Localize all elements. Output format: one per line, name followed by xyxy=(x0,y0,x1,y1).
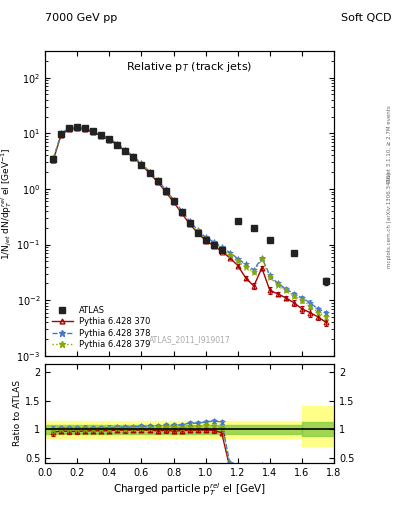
Text: Rivet 3.1.10, ≥ 2.7M events: Rivet 3.1.10, ≥ 2.7M events xyxy=(387,105,392,182)
Text: ATLAS_2011_I919017: ATLAS_2011_I919017 xyxy=(149,335,231,344)
Y-axis label: 1/N$_{jet}$ dN/dp$_T^{rel}$ el [GeV$^{-1}$]: 1/N$_{jet}$ dN/dp$_T^{rel}$ el [GeV$^{-1… xyxy=(0,147,14,260)
Text: mcplots.cern.ch [arXiv:1306.3436]: mcplots.cern.ch [arXiv:1306.3436] xyxy=(387,173,392,268)
Text: 7000 GeV pp: 7000 GeV pp xyxy=(45,13,118,23)
Legend: ATLAS, Pythia 6.428 370, Pythia 6.428 378, Pythia 6.428 379: ATLAS, Pythia 6.428 370, Pythia 6.428 37… xyxy=(50,303,153,352)
Y-axis label: Ratio to ATLAS: Ratio to ATLAS xyxy=(13,380,22,446)
Text: Relative p$_T$ (track jets): Relative p$_T$ (track jets) xyxy=(127,60,253,74)
Text: Soft QCD: Soft QCD xyxy=(341,13,391,23)
X-axis label: Charged particle p$_T^{rel}$ el [GeV]: Charged particle p$_T^{rel}$ el [GeV] xyxy=(113,481,266,498)
